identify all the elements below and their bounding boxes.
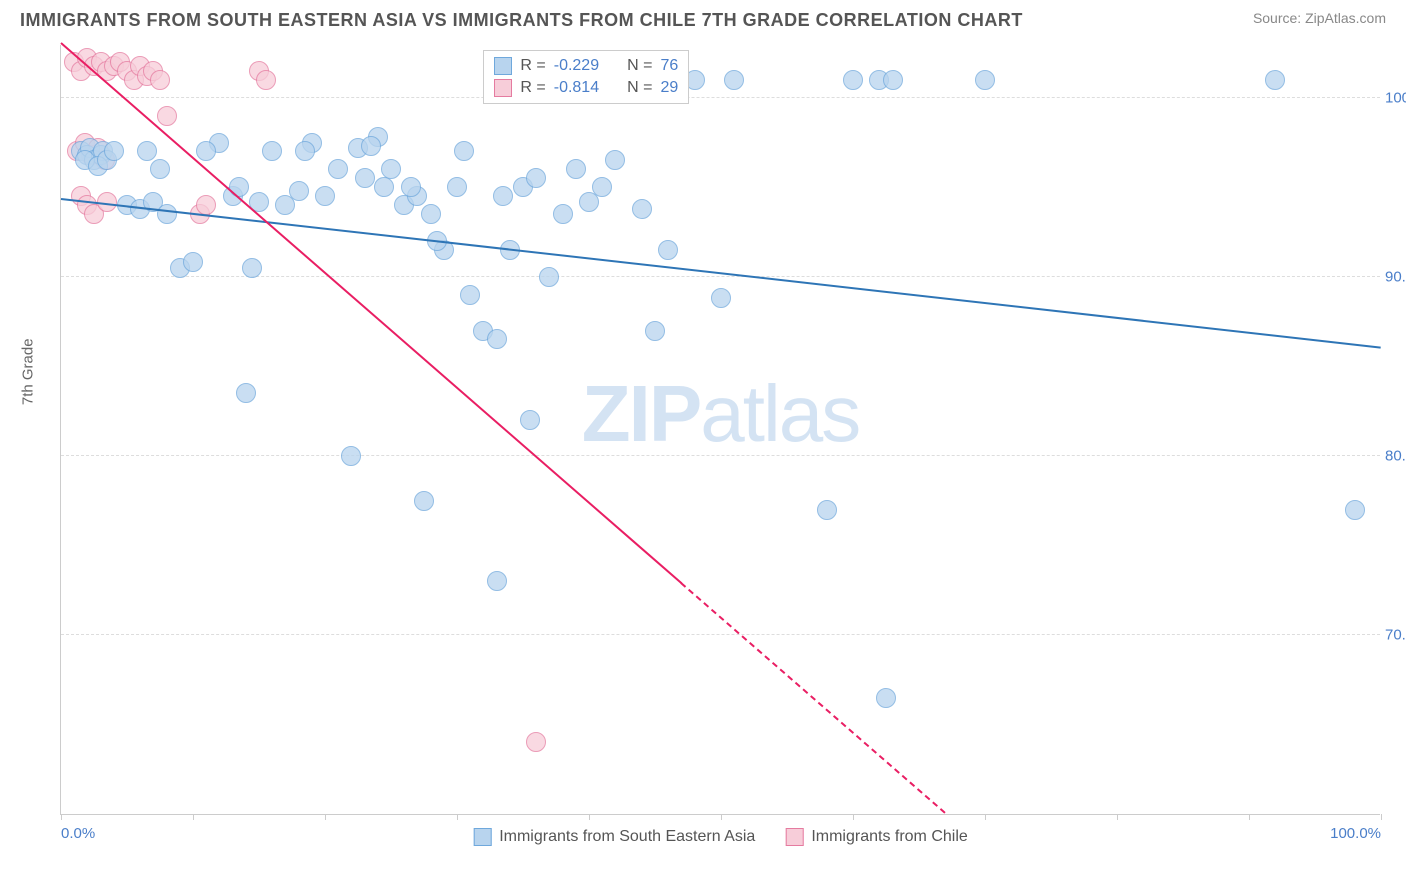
data-point bbox=[487, 329, 507, 349]
legend-label: Immigrants from Chile bbox=[811, 828, 967, 846]
legend-r-value: -0.814 bbox=[554, 79, 599, 97]
data-point bbox=[374, 177, 394, 197]
x-tick bbox=[853, 814, 854, 820]
data-point bbox=[460, 285, 480, 305]
scatter-chart: ZIPatlas 70.0%80.0%90.0%100.0%0.0%100.0%… bbox=[60, 45, 1380, 815]
legend-row: R = -0.814 N = 29 bbox=[494, 77, 678, 99]
data-point bbox=[341, 446, 361, 466]
legend-swatch bbox=[494, 57, 512, 75]
legend-n-label: N = bbox=[627, 57, 652, 75]
data-point bbox=[876, 688, 896, 708]
gridline bbox=[61, 97, 1380, 98]
series-legend: Immigrants from South Eastern Asia Immigr… bbox=[473, 828, 968, 846]
y-axis-label: 7th Grade bbox=[20, 338, 37, 405]
legend-n-value: 29 bbox=[660, 79, 678, 97]
x-tick bbox=[193, 814, 194, 820]
data-point bbox=[975, 70, 995, 90]
data-point bbox=[104, 141, 124, 161]
data-point bbox=[361, 136, 381, 156]
y-tick-label: 100.0% bbox=[1385, 89, 1406, 106]
x-tick bbox=[589, 814, 590, 820]
x-tick bbox=[61, 814, 62, 820]
data-point bbox=[883, 70, 903, 90]
data-point bbox=[526, 168, 546, 188]
data-point bbox=[493, 186, 513, 206]
data-point bbox=[295, 141, 315, 161]
data-point bbox=[137, 141, 157, 161]
data-point bbox=[414, 491, 434, 511]
data-point bbox=[315, 186, 335, 206]
data-point bbox=[289, 181, 309, 201]
trend-line bbox=[60, 42, 682, 584]
data-point bbox=[592, 177, 612, 197]
data-point bbox=[454, 141, 474, 161]
legend-r-value: -0.229 bbox=[554, 57, 599, 75]
x-tick-label: 0.0% bbox=[61, 825, 95, 842]
data-point bbox=[843, 70, 863, 90]
data-point bbox=[520, 410, 540, 430]
data-point bbox=[447, 177, 467, 197]
legend-r-label: R = bbox=[520, 79, 545, 97]
data-point bbox=[196, 195, 216, 215]
data-point bbox=[1345, 500, 1365, 520]
data-point bbox=[328, 159, 348, 179]
data-point bbox=[421, 204, 441, 224]
data-point bbox=[645, 321, 665, 341]
data-point bbox=[724, 70, 744, 90]
legend-label: Immigrants from South Eastern Asia bbox=[499, 828, 755, 846]
gridline bbox=[61, 455, 1380, 456]
legend-swatch bbox=[494, 79, 512, 97]
data-point bbox=[553, 204, 573, 224]
y-tick-label: 70.0% bbox=[1385, 626, 1406, 643]
legend-n-value: 76 bbox=[660, 57, 678, 75]
x-tick bbox=[721, 814, 722, 820]
data-point bbox=[150, 70, 170, 90]
data-point bbox=[817, 500, 837, 520]
data-point bbox=[487, 571, 507, 591]
data-point bbox=[632, 199, 652, 219]
data-point bbox=[157, 106, 177, 126]
legend-swatch bbox=[473, 828, 491, 846]
y-tick-label: 90.0% bbox=[1385, 268, 1406, 285]
correlation-legend: R = -0.229 N = 76 R = -0.814 N = 29 bbox=[483, 50, 689, 104]
data-point bbox=[262, 141, 282, 161]
legend-row: R = -0.229 N = 76 bbox=[494, 55, 678, 77]
x-tick bbox=[985, 814, 986, 820]
gridline bbox=[61, 634, 1380, 635]
x-tick bbox=[1117, 814, 1118, 820]
legend-r-label: R = bbox=[520, 57, 545, 75]
x-tick bbox=[457, 814, 458, 820]
gridline bbox=[61, 276, 1380, 277]
data-point bbox=[196, 141, 216, 161]
chart-title: IMMIGRANTS FROM SOUTH EASTERN ASIA VS IM… bbox=[20, 10, 1023, 31]
data-point bbox=[256, 70, 276, 90]
data-point bbox=[355, 168, 375, 188]
data-point bbox=[566, 159, 586, 179]
y-tick-label: 80.0% bbox=[1385, 447, 1406, 464]
data-point bbox=[157, 204, 177, 224]
legend-item: Immigrants from Chile bbox=[785, 828, 967, 846]
x-tick bbox=[1381, 814, 1382, 820]
x-tick bbox=[325, 814, 326, 820]
data-point bbox=[229, 177, 249, 197]
data-point bbox=[658, 240, 678, 260]
data-point bbox=[236, 383, 256, 403]
data-point bbox=[150, 159, 170, 179]
data-point bbox=[539, 267, 559, 287]
x-tick bbox=[1249, 814, 1250, 820]
data-point bbox=[242, 258, 262, 278]
watermark: ZIPatlas bbox=[582, 368, 859, 460]
legend-item: Immigrants from South Eastern Asia bbox=[473, 828, 755, 846]
data-point bbox=[711, 288, 731, 308]
trend-line bbox=[681, 582, 946, 813]
legend-n-label: N = bbox=[627, 79, 652, 97]
source-attribution: Source: ZipAtlas.com bbox=[1253, 10, 1386, 26]
data-point bbox=[183, 252, 203, 272]
data-point bbox=[1265, 70, 1285, 90]
data-point bbox=[526, 732, 546, 752]
data-point bbox=[401, 177, 421, 197]
legend-swatch bbox=[785, 828, 803, 846]
data-point bbox=[605, 150, 625, 170]
x-tick-label: 100.0% bbox=[1330, 825, 1381, 842]
